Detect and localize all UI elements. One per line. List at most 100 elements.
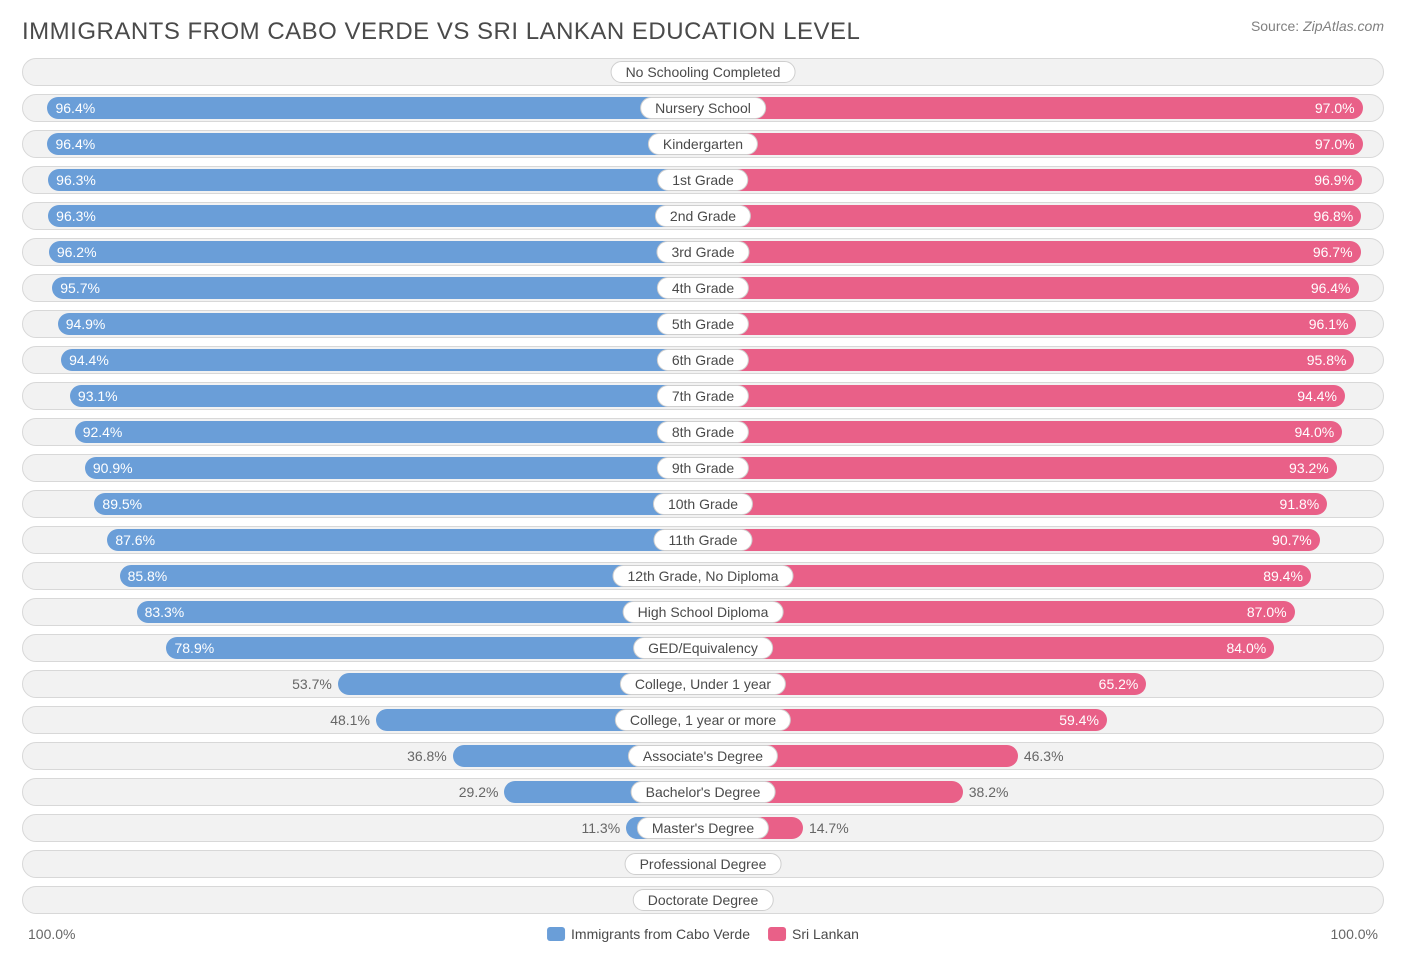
- left-bar: 95.7%: [52, 277, 703, 299]
- legend-swatch-right: [768, 927, 786, 941]
- category-label: High School Diploma: [623, 601, 784, 623]
- left-pct: 90.9%: [93, 460, 133, 476]
- category-label: 3rd Grade: [656, 241, 749, 263]
- left-bar: 92.4%: [75, 421, 703, 443]
- right-bar: 97.0%: [703, 97, 1363, 119]
- right-pct: 95.8%: [1307, 352, 1347, 368]
- right-half: 96.1%: [703, 311, 1383, 337]
- left-bar: 96.3%: [48, 169, 703, 191]
- right-bar: 91.8%: [703, 493, 1327, 515]
- right-pct: 59.4%: [1059, 712, 1099, 728]
- right-pct: 38.2%: [969, 784, 1009, 800]
- category-label: Kindergarten: [648, 133, 758, 155]
- left-half: 3.1%: [23, 851, 703, 877]
- right-half: 84.0%: [703, 635, 1383, 661]
- category-label: Master's Degree: [637, 817, 769, 839]
- chart-row: 90.9%93.2%9th Grade: [22, 454, 1384, 482]
- left-pct: 94.4%: [69, 352, 109, 368]
- right-bar: 94.4%: [703, 385, 1345, 407]
- category-label: No Schooling Completed: [611, 61, 796, 83]
- chart-row: 87.6%90.7%11th Grade: [22, 526, 1384, 554]
- right-bar: 90.7%: [703, 529, 1320, 551]
- left-bar: 89.5%: [94, 493, 703, 515]
- left-half: 78.9%: [23, 635, 703, 661]
- right-bar: 96.9%: [703, 169, 1362, 191]
- right-pct: 46.3%: [1024, 748, 1064, 764]
- category-label: 11th Grade: [653, 529, 752, 551]
- left-pct: 83.3%: [145, 604, 185, 620]
- left-pct: 96.3%: [56, 172, 96, 188]
- category-label: 4th Grade: [657, 277, 749, 299]
- chart-row: 96.3% 96.8%2nd Grade: [22, 202, 1384, 230]
- right-half: 38.2%: [703, 779, 1383, 805]
- left-pct: 29.2%: [459, 784, 499, 800]
- category-label: Associate's Degree: [628, 745, 778, 767]
- right-pct: 96.1%: [1309, 316, 1349, 332]
- legend: Immigrants from Cabo Verde Sri Lankan: [547, 926, 859, 942]
- left-half: 53.7%: [23, 671, 703, 697]
- chart-row: 78.9%84.0%GED/Equivalency: [22, 634, 1384, 662]
- chart-row: 96.4% 97.0%Kindergarten: [22, 130, 1384, 158]
- right-bar: 96.1%: [703, 313, 1356, 335]
- left-half: 11.3%: [23, 815, 703, 841]
- left-pct: 48.1%: [330, 712, 370, 728]
- right-bar: 95.8%: [703, 349, 1354, 371]
- diverging-bar-chart: 3.5%3.0%No Schooling Completed 96.4% 97.0%…: [22, 58, 1384, 914]
- chart-row: 53.7%65.2%College, Under 1 year: [22, 670, 1384, 698]
- left-pct: 96.3%: [56, 208, 96, 224]
- right-half: 91.8%: [703, 491, 1383, 517]
- category-label: 8th Grade: [657, 421, 749, 443]
- right-bar: 96.7%: [703, 241, 1361, 263]
- right-half: 96.8%: [703, 203, 1383, 229]
- right-half: 95.8%: [703, 347, 1383, 373]
- right-pct: 96.7%: [1313, 244, 1353, 260]
- left-half: 83.3%: [23, 599, 703, 625]
- left-bar: 96.4%: [47, 97, 703, 119]
- category-label: 2nd Grade: [655, 205, 751, 227]
- left-bar: 96.3%: [48, 205, 703, 227]
- right-bar: 96.8%: [703, 205, 1361, 227]
- chart-row: 96.4%97.0%Nursery School: [22, 94, 1384, 122]
- right-half: 96.4%: [703, 275, 1383, 301]
- left-pct: 96.4%: [55, 136, 95, 152]
- right-pct: 89.4%: [1263, 568, 1303, 584]
- left-half: 96.3%: [23, 167, 703, 193]
- chart-row: 93.1%94.4%7th Grade: [22, 382, 1384, 410]
- category-label: Bachelor's Degree: [631, 781, 776, 803]
- category-label: Professional Degree: [625, 853, 782, 875]
- left-pct: 96.4%: [55, 100, 95, 116]
- right-half: 89.4%: [703, 563, 1383, 589]
- chart-row: 95.7% 96.4% 4th Grade: [22, 274, 1384, 302]
- right-half: 4.3%: [703, 851, 1383, 877]
- legend-swatch-left: [547, 927, 565, 941]
- legend-label-left: Immigrants from Cabo Verde: [571, 926, 750, 942]
- chart-row: 3.5%3.0%No Schooling Completed: [22, 58, 1384, 86]
- left-half: 29.2%: [23, 779, 703, 805]
- right-bar: 93.2%: [703, 457, 1337, 479]
- axis-max-left: 100.0%: [28, 926, 75, 942]
- right-pct: 84.0%: [1226, 640, 1266, 656]
- left-half: 95.7%: [23, 275, 703, 301]
- left-pct: 95.7%: [60, 280, 100, 296]
- right-half: 46.3%: [703, 743, 1383, 769]
- right-bar: 89.4%: [703, 565, 1311, 587]
- left-half: 85.8%: [23, 563, 703, 589]
- left-pct: 36.8%: [407, 748, 447, 764]
- left-pct: 92.4%: [83, 424, 123, 440]
- right-pct: 14.7%: [809, 820, 849, 836]
- right-pct: 96.4%: [1311, 280, 1351, 296]
- left-bar: 96.2%: [49, 241, 703, 263]
- right-half: 97.0%: [703, 131, 1383, 157]
- right-half: 59.4%: [703, 707, 1383, 733]
- source-name: ZipAtlas.com: [1303, 18, 1384, 34]
- header: IMMIGRANTS FROM CABO VERDE VS SRI LANKAN…: [22, 18, 1384, 46]
- left-half: 96.4%: [23, 95, 703, 121]
- left-bar: 93.1%: [70, 385, 703, 407]
- chart-row: 96.2% 96.7% 3rd Grade: [22, 238, 1384, 266]
- left-half: 1.3%: [23, 887, 703, 913]
- left-half: 3.5%: [23, 59, 703, 85]
- left-half: 93.1%: [23, 383, 703, 409]
- right-bar: 97.0%: [703, 133, 1363, 155]
- chart-row: 94.4%95.8%6th Grade: [22, 346, 1384, 374]
- category-label: Doctorate Degree: [633, 889, 774, 911]
